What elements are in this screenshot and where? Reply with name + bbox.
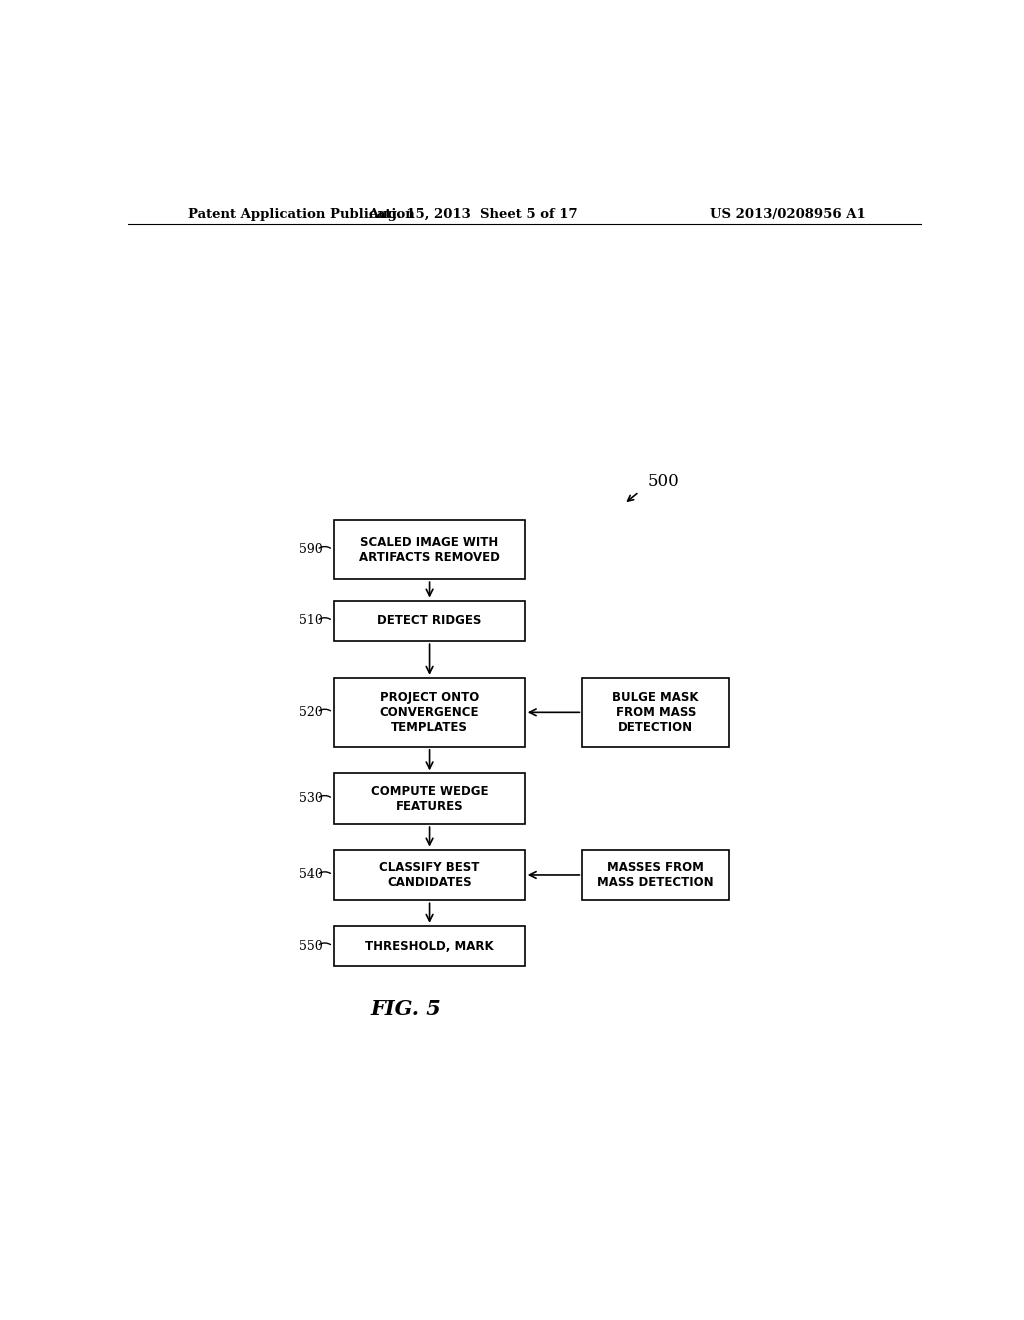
Text: 550: 550 bbox=[299, 940, 323, 953]
Text: 520: 520 bbox=[299, 706, 323, 719]
Bar bbox=[583, 850, 729, 900]
Text: BULGE MASK
FROM MASS
DETECTION: BULGE MASK FROM MASS DETECTION bbox=[612, 690, 699, 734]
Bar bbox=[334, 677, 524, 747]
Bar bbox=[334, 601, 524, 642]
Text: CLASSIFY BEST
CANDIDATES: CLASSIFY BEST CANDIDATES bbox=[379, 861, 480, 888]
Text: Aug. 15, 2013  Sheet 5 of 17: Aug. 15, 2013 Sheet 5 of 17 bbox=[369, 207, 578, 220]
Text: 530: 530 bbox=[299, 792, 323, 805]
Bar bbox=[334, 520, 524, 579]
Text: DETECT RIDGES: DETECT RIDGES bbox=[378, 614, 481, 627]
Text: 500: 500 bbox=[648, 473, 680, 490]
Text: Patent Application Publication: Patent Application Publication bbox=[187, 207, 415, 220]
Text: 590: 590 bbox=[299, 544, 323, 556]
Text: FIG. 5: FIG. 5 bbox=[371, 999, 441, 1019]
Bar bbox=[334, 925, 524, 966]
Text: SCALED IMAGE WITH
ARTIFACTS REMOVED: SCALED IMAGE WITH ARTIFACTS REMOVED bbox=[359, 536, 500, 564]
Text: 510: 510 bbox=[299, 614, 323, 627]
Bar bbox=[334, 774, 524, 824]
Text: US 2013/0208956 A1: US 2013/0208956 A1 bbox=[711, 207, 866, 220]
Bar bbox=[334, 850, 524, 900]
Text: 540: 540 bbox=[299, 869, 323, 882]
Text: PROJECT ONTO
CONVERGENCE
TEMPLATES: PROJECT ONTO CONVERGENCE TEMPLATES bbox=[380, 690, 479, 734]
Text: MASSES FROM
MASS DETECTION: MASSES FROM MASS DETECTION bbox=[597, 861, 714, 888]
Bar bbox=[583, 677, 729, 747]
Text: THRESHOLD, MARK: THRESHOLD, MARK bbox=[366, 940, 494, 953]
Text: COMPUTE WEDGE
FEATURES: COMPUTE WEDGE FEATURES bbox=[371, 784, 488, 813]
